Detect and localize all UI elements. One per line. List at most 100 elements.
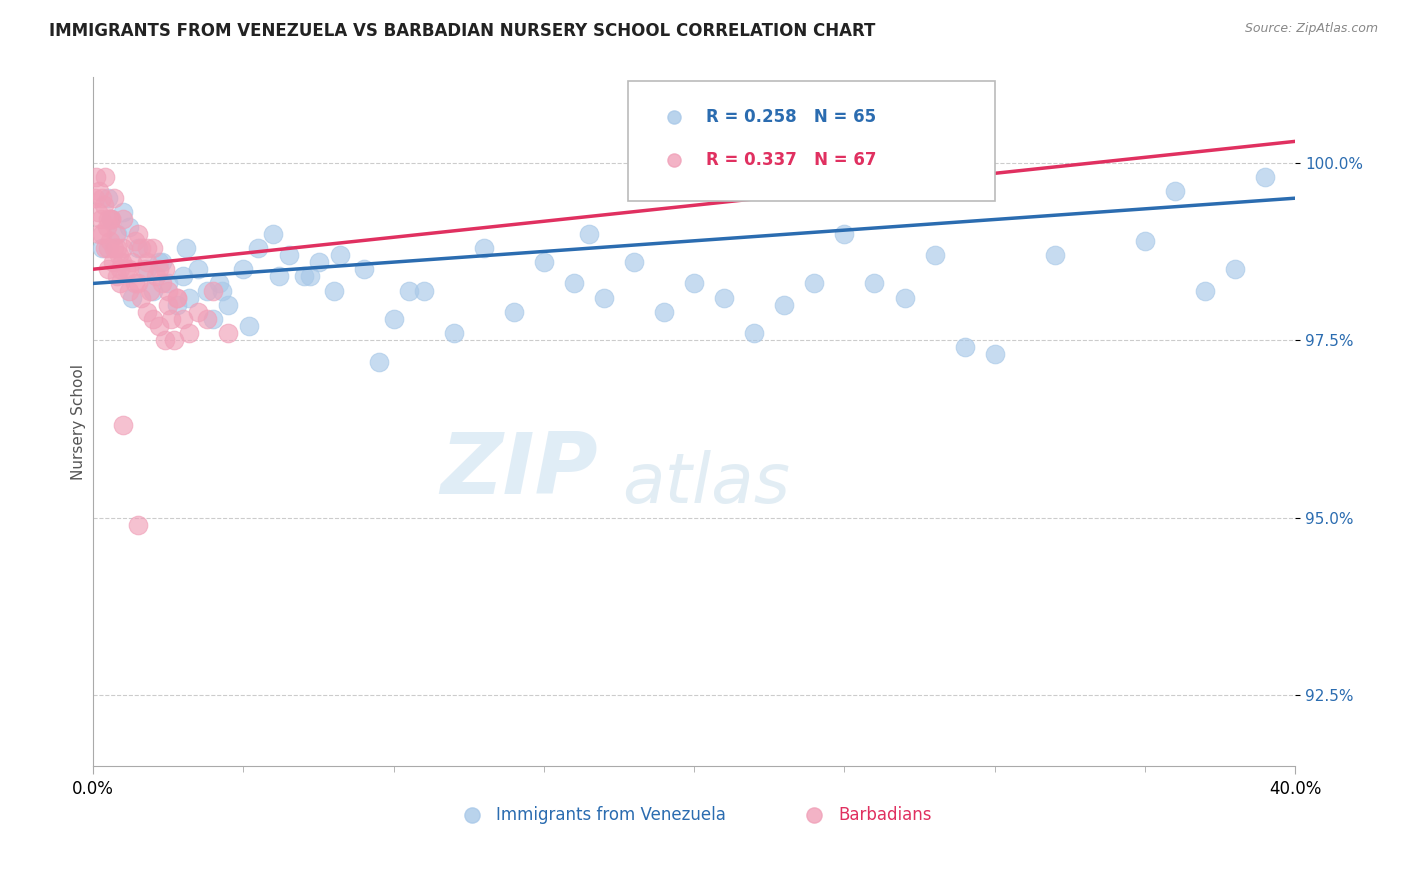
- Point: [121, 291, 143, 305]
- Point: [105, 241, 128, 255]
- Point: [1164, 184, 1187, 198]
- Point: [211, 284, 233, 298]
- Point: [124, 277, 146, 291]
- Point: [195, 284, 218, 298]
- Point: [96, 219, 118, 234]
- Point: [155, 333, 177, 347]
- Point: [238, 319, 260, 334]
- Point: [103, 241, 125, 255]
- Point: [1194, 284, 1216, 298]
- Point: [118, 284, 141, 298]
- Point: [803, 277, 825, 291]
- Point: [713, 291, 735, 305]
- Point: [593, 291, 616, 305]
- Point: [208, 277, 231, 291]
- Point: [86, 205, 108, 219]
- Point: [100, 212, 122, 227]
- Point: [105, 269, 128, 284]
- Point: [150, 255, 173, 269]
- Point: [202, 284, 225, 298]
- Point: [683, 277, 706, 291]
- Point: [97, 212, 120, 227]
- Text: atlas: atlas: [621, 450, 790, 517]
- Point: [412, 284, 434, 298]
- Point: [953, 340, 976, 354]
- Point: [562, 277, 585, 291]
- FancyBboxPatch shape: [628, 81, 994, 202]
- Point: [179, 326, 201, 340]
- Point: [179, 291, 201, 305]
- Point: [502, 305, 524, 319]
- Point: [148, 319, 170, 334]
- Point: [136, 255, 159, 269]
- Point: [97, 241, 120, 255]
- Point: [148, 262, 170, 277]
- Point: [100, 212, 122, 227]
- Point: [308, 255, 330, 269]
- Point: [443, 326, 465, 340]
- Point: [107, 248, 129, 262]
- Point: [112, 241, 135, 255]
- Point: [157, 277, 180, 291]
- Point: [160, 312, 183, 326]
- Point: [166, 291, 188, 305]
- Point: [1254, 169, 1277, 184]
- Point: [104, 227, 127, 241]
- Point: [103, 191, 125, 205]
- Point: [97, 262, 120, 277]
- Point: [652, 305, 675, 319]
- Point: [269, 269, 291, 284]
- Point: [157, 298, 180, 312]
- Point: [136, 241, 159, 255]
- Point: [129, 291, 152, 305]
- Point: [111, 255, 134, 269]
- Point: [623, 255, 645, 269]
- Point: [127, 517, 149, 532]
- Text: Source: ZipAtlas.com: Source: ZipAtlas.com: [1244, 22, 1378, 36]
- Point: [157, 284, 180, 298]
- Text: Immigrants from Venezuela: Immigrants from Venezuela: [496, 805, 725, 823]
- Point: [83, 191, 105, 205]
- Point: [322, 284, 344, 298]
- Point: [121, 255, 143, 269]
- Point: [127, 277, 149, 291]
- Point: [163, 333, 186, 347]
- Point: [84, 169, 107, 184]
- Text: IMMIGRANTS FROM VENEZUELA VS BARBADIAN NURSERY SCHOOL CORRELATION CHART: IMMIGRANTS FROM VENEZUELA VS BARBADIAN N…: [49, 22, 876, 40]
- Point: [578, 227, 600, 241]
- Text: Barbadians: Barbadians: [838, 805, 932, 823]
- Point: [142, 241, 165, 255]
- Point: [97, 191, 120, 205]
- Text: ZIP: ZIP: [440, 429, 598, 512]
- Point: [110, 262, 132, 277]
- Point: [382, 312, 405, 326]
- Point: [472, 241, 495, 255]
- Point: [91, 227, 114, 241]
- Point: [232, 262, 254, 277]
- Point: [89, 227, 111, 241]
- Point: [329, 248, 352, 262]
- Point: [172, 269, 194, 284]
- Point: [118, 262, 141, 277]
- Point: [110, 277, 132, 291]
- Point: [139, 284, 162, 298]
- Point: [533, 255, 555, 269]
- Point: [176, 241, 198, 255]
- Point: [90, 212, 112, 227]
- Point: [101, 255, 124, 269]
- Point: [166, 298, 188, 312]
- Point: [398, 284, 420, 298]
- Point: [217, 326, 239, 340]
- Point: [983, 347, 1005, 361]
- Point: [1133, 234, 1156, 248]
- Point: [742, 326, 765, 340]
- Point: [155, 262, 177, 277]
- Text: R = 0.258   N = 65: R = 0.258 N = 65: [706, 108, 876, 126]
- Point: [136, 262, 159, 277]
- Point: [187, 262, 209, 277]
- Point: [292, 269, 315, 284]
- Point: [112, 418, 135, 433]
- Text: R = 0.337   N = 67: R = 0.337 N = 67: [706, 151, 877, 169]
- Point: [94, 241, 117, 255]
- Point: [129, 241, 152, 255]
